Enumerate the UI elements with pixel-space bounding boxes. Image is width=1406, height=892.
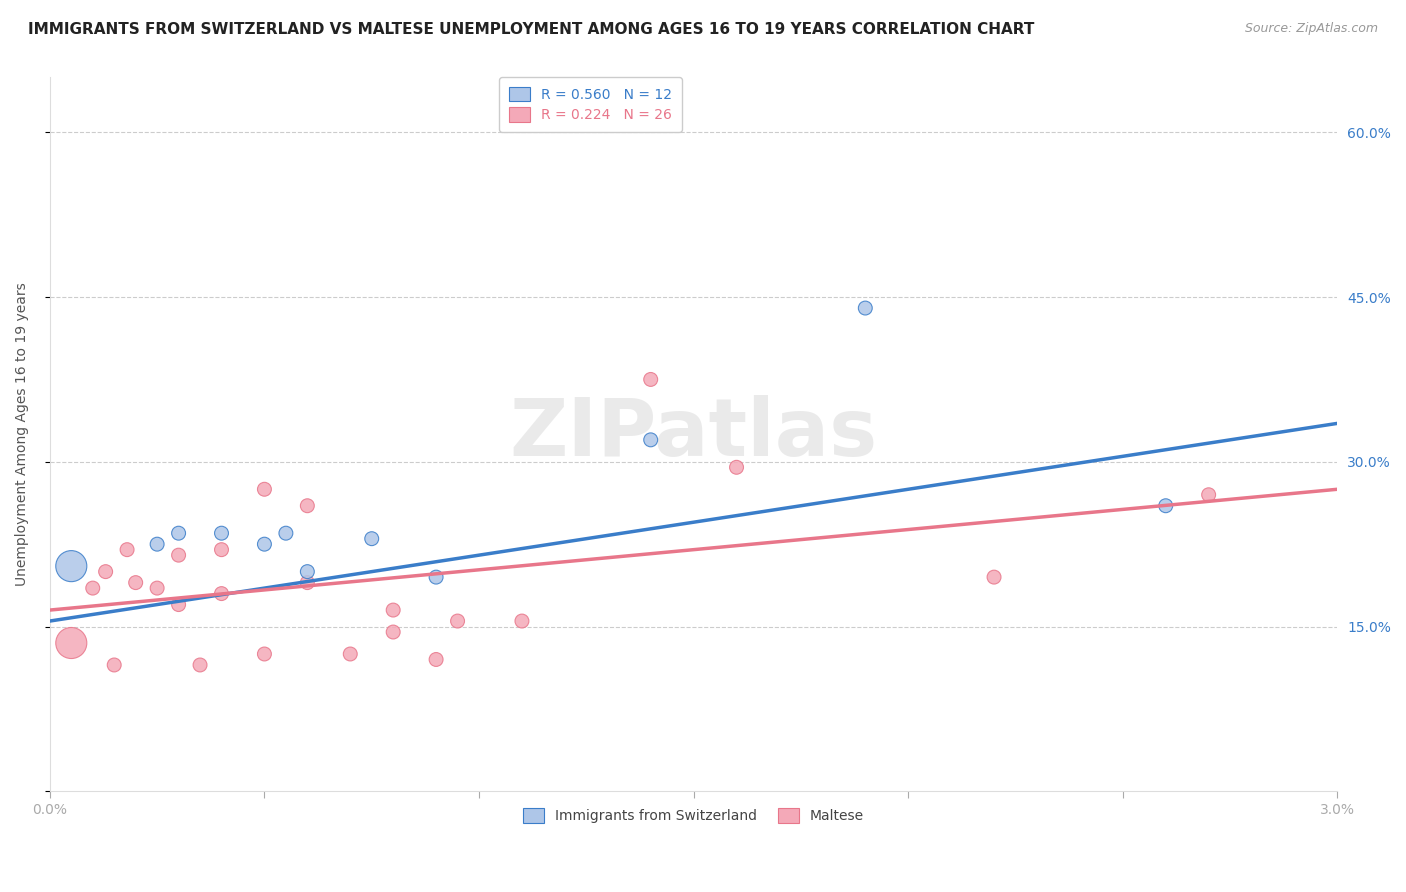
Point xyxy=(60,559,83,574)
Point xyxy=(60,636,83,650)
Point xyxy=(339,647,361,661)
Point xyxy=(1198,488,1220,502)
Point xyxy=(167,598,190,612)
Y-axis label: Unemployment Among Ages 16 to 19 years: Unemployment Among Ages 16 to 19 years xyxy=(15,283,30,586)
Point xyxy=(167,548,190,562)
Point xyxy=(1154,499,1177,513)
Point xyxy=(211,526,233,541)
Point xyxy=(297,499,319,513)
Point xyxy=(382,603,405,617)
Point xyxy=(725,460,748,475)
Point xyxy=(640,433,662,447)
Text: IMMIGRANTS FROM SWITZERLAND VS MALTESE UNEMPLOYMENT AMONG AGES 16 TO 19 YEARS CO: IMMIGRANTS FROM SWITZERLAND VS MALTESE U… xyxy=(28,22,1035,37)
Point xyxy=(146,537,169,551)
Point xyxy=(253,483,276,497)
Point xyxy=(211,542,233,557)
Point xyxy=(425,652,447,666)
Point xyxy=(146,581,169,595)
Point xyxy=(382,625,405,640)
Point xyxy=(167,526,190,541)
Point xyxy=(94,565,117,579)
Point xyxy=(115,542,138,557)
Point xyxy=(297,575,319,590)
Point xyxy=(360,532,382,546)
Text: ZIPatlas: ZIPatlas xyxy=(509,395,877,474)
Point xyxy=(82,581,104,595)
Point xyxy=(983,570,1005,584)
Point xyxy=(274,526,297,541)
Point xyxy=(211,586,233,600)
Point xyxy=(446,614,468,628)
Point xyxy=(103,657,125,672)
Point xyxy=(640,372,662,386)
Point xyxy=(853,301,876,315)
Legend: Immigrants from Switzerland, Maltese: Immigrants from Switzerland, Maltese xyxy=(512,797,875,834)
Point xyxy=(124,575,146,590)
Point xyxy=(425,570,447,584)
Point xyxy=(297,565,319,579)
Point xyxy=(510,614,533,628)
Text: Source: ZipAtlas.com: Source: ZipAtlas.com xyxy=(1244,22,1378,36)
Point xyxy=(253,537,276,551)
Point xyxy=(188,657,211,672)
Point xyxy=(253,647,276,661)
